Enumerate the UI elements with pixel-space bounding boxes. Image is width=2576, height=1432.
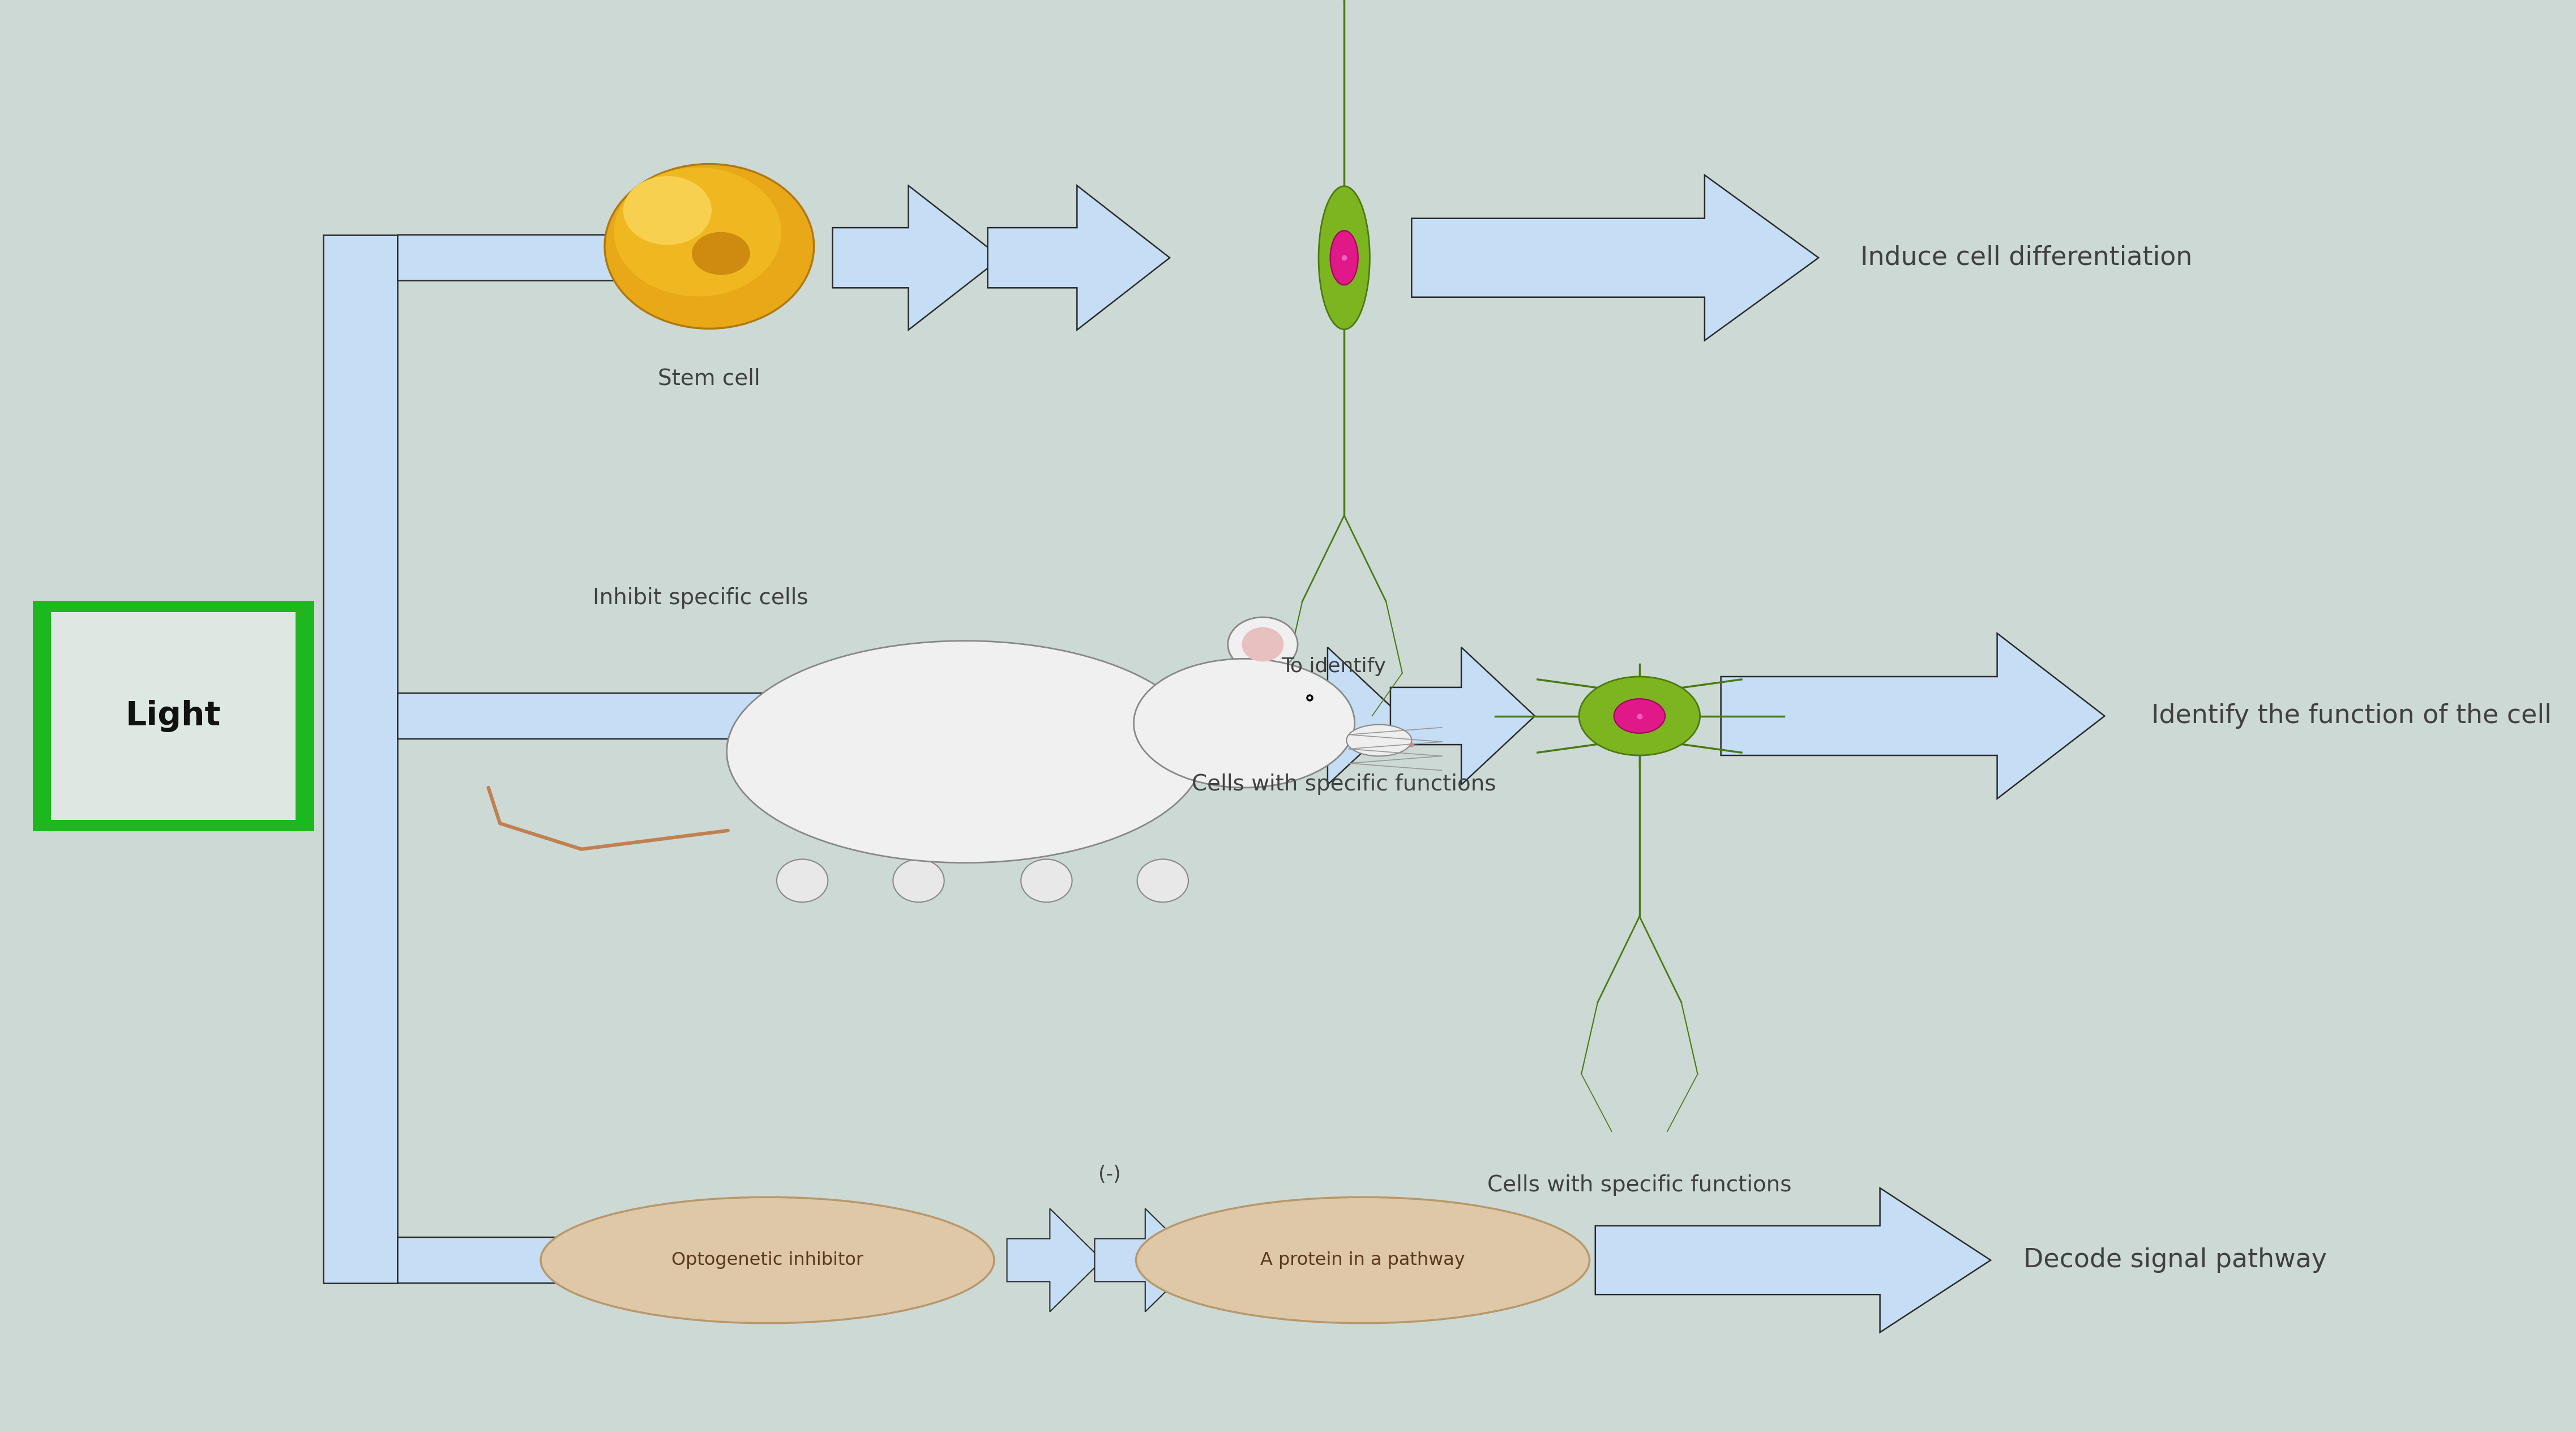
Ellipse shape (1136, 859, 1188, 902)
Text: Light: Light (126, 700, 222, 732)
Text: Induce cell differentiation: Induce cell differentiation (1860, 245, 2192, 271)
FancyArrow shape (1267, 647, 1401, 785)
Ellipse shape (1579, 677, 1700, 756)
FancyArrow shape (1391, 647, 1535, 785)
Text: Identify the function of the cell: Identify the function of the cell (2151, 703, 2550, 729)
Text: Inhibit specific cells: Inhibit specific cells (592, 587, 809, 609)
FancyArrow shape (832, 186, 1002, 329)
Bar (322, 235, 397, 1283)
FancyArrow shape (397, 212, 781, 304)
FancyArrow shape (397, 670, 1048, 762)
Ellipse shape (1136, 1197, 1589, 1323)
Bar (33, 600, 314, 831)
FancyArrow shape (1721, 633, 2105, 799)
FancyArrow shape (1007, 1209, 1103, 1312)
Ellipse shape (1615, 699, 1664, 733)
Text: Optogenetic inhibitor: Optogenetic inhibitor (672, 1252, 863, 1269)
Text: Cells with specific functions: Cells with specific functions (1193, 773, 1497, 795)
Ellipse shape (726, 642, 1203, 862)
FancyArrow shape (987, 186, 1170, 329)
Ellipse shape (1242, 627, 1283, 662)
Ellipse shape (894, 859, 945, 902)
Text: (-): (-) (1097, 1166, 1121, 1184)
Text: Decode signal pathway: Decode signal pathway (2022, 1247, 2326, 1273)
Bar (52, 613, 296, 819)
Ellipse shape (613, 168, 781, 296)
Ellipse shape (693, 232, 750, 275)
Text: To identify: To identify (1280, 657, 1386, 676)
Ellipse shape (1347, 725, 1412, 756)
Ellipse shape (1133, 659, 1355, 788)
Ellipse shape (605, 165, 814, 329)
FancyArrow shape (1412, 175, 1819, 341)
Ellipse shape (541, 1197, 994, 1323)
Ellipse shape (623, 176, 711, 245)
Text: Cells with specific functions: Cells with specific functions (1486, 1174, 1793, 1196)
Ellipse shape (1020, 859, 1072, 902)
FancyArrow shape (1095, 1209, 1198, 1312)
Ellipse shape (1319, 186, 1370, 329)
Text: A protein in a pathway: A protein in a pathway (1260, 1252, 1466, 1269)
Text: Stem cell: Stem cell (657, 368, 760, 390)
FancyArrow shape (397, 1214, 933, 1306)
Ellipse shape (1329, 231, 1358, 285)
Ellipse shape (778, 859, 827, 902)
FancyArrow shape (1595, 1189, 1991, 1332)
Ellipse shape (1229, 617, 1298, 672)
